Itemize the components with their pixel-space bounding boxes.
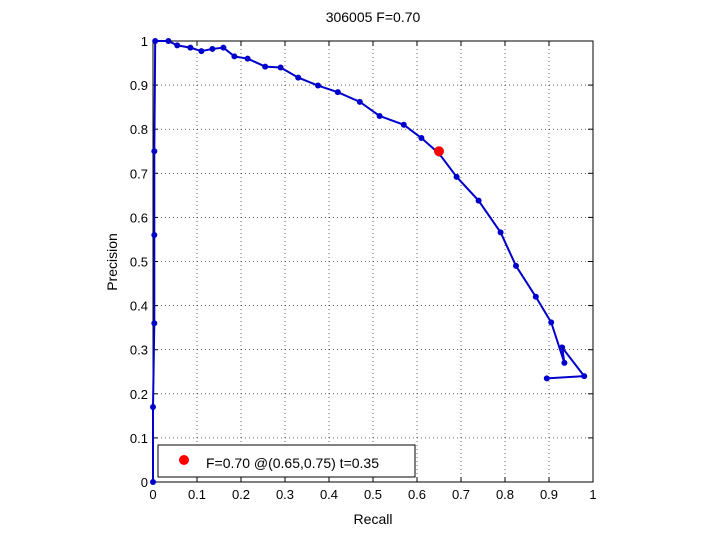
x-tick-label: 0.4 bbox=[320, 487, 338, 502]
x-tick-label: 0.5 bbox=[364, 487, 382, 502]
data-point bbox=[334, 89, 341, 96]
data-point bbox=[559, 344, 566, 351]
data-point bbox=[187, 44, 194, 51]
data-point bbox=[295, 74, 302, 81]
data-point bbox=[543, 375, 550, 382]
chart-title: 306005 F=0.70 bbox=[326, 9, 421, 25]
y-tick-label: 0.2 bbox=[130, 387, 148, 402]
y-tick-label: 0.1 bbox=[130, 431, 148, 446]
x-tick-label: 0.9 bbox=[540, 487, 558, 502]
data-point bbox=[220, 44, 227, 51]
data-point bbox=[561, 359, 568, 366]
y-tick-label: 0.3 bbox=[130, 343, 148, 358]
y-tick-label: 0.8 bbox=[130, 122, 148, 137]
data-point bbox=[150, 404, 156, 411]
x-ticks: 0 0.1 0.2 0.3 0.4 0.5 0.6 0.7 0.8 0.9 1 bbox=[149, 41, 597, 502]
data-point bbox=[453, 173, 460, 180]
data-point bbox=[244, 55, 251, 62]
data-point bbox=[151, 320, 158, 327]
data-point bbox=[174, 42, 181, 49]
legend: F=0.70 @(0.65,0.75) t=0.35 bbox=[157, 444, 416, 478]
series-layer bbox=[150, 38, 588, 485]
data-point bbox=[209, 45, 216, 52]
x-tick-label: 0.2 bbox=[232, 487, 250, 502]
x-tick-label: 0.6 bbox=[408, 487, 426, 502]
data-point bbox=[400, 121, 407, 128]
data-point bbox=[376, 112, 383, 119]
y-tick-label: 0 bbox=[141, 475, 148, 490]
data-point bbox=[150, 479, 156, 485]
y-tick-label: 0.4 bbox=[130, 299, 148, 314]
data-point bbox=[165, 38, 172, 44]
plot-area: 0 0.1 0.2 0.3 0.4 0.5 0.6 0.7 0.8 0.9 1 0 0.1 0.2 0.3… bbox=[130, 34, 597, 502]
x-tick-label: 0.1 bbox=[188, 487, 206, 502]
y-tick-label: 0.7 bbox=[130, 166, 148, 181]
x-tick-label: 0.3 bbox=[276, 487, 294, 502]
data-point bbox=[262, 63, 269, 70]
data-point bbox=[152, 38, 159, 44]
x-axis-label: Recall bbox=[354, 511, 393, 527]
data-point bbox=[513, 262, 519, 269]
data-point bbox=[151, 148, 158, 155]
series-line bbox=[152, 40, 587, 482]
y-tick-label: 0.9 bbox=[130, 78, 148, 93]
legend-label: F=0.70 @(0.65,0.75) t=0.35 bbox=[206, 455, 379, 471]
y-tick-label: 1 bbox=[141, 34, 148, 49]
data-point bbox=[231, 53, 238, 60]
data-point bbox=[497, 229, 504, 236]
data-point bbox=[356, 98, 363, 105]
grid-lines bbox=[153, 41, 593, 482]
y-tick-label: 0.6 bbox=[130, 210, 148, 225]
legend-marker bbox=[179, 455, 189, 465]
data-point bbox=[532, 293, 539, 300]
legend-box bbox=[157, 444, 416, 478]
data-point bbox=[581, 373, 588, 380]
best-f-point bbox=[434, 146, 444, 157]
y-ticks: 0 0.1 0.2 0.3 0.4 0.5 0.6 0.7 0.8 0.9 1 bbox=[130, 34, 593, 490]
data-point bbox=[198, 48, 205, 55]
x-tick-label: 1 bbox=[589, 487, 596, 502]
y-axis-label: Precision bbox=[104, 233, 120, 291]
x-tick-label: 0.8 bbox=[496, 487, 514, 502]
data-point bbox=[315, 82, 321, 89]
x-tick-label: 0.7 bbox=[452, 487, 470, 502]
y-tick-label: 0.5 bbox=[130, 255, 148, 270]
data-point bbox=[277, 64, 284, 71]
data-point bbox=[548, 319, 555, 326]
data-point bbox=[151, 232, 158, 239]
data-point bbox=[418, 135, 425, 142]
data-point bbox=[475, 197, 482, 204]
x-tick-label: 0 bbox=[149, 487, 156, 502]
